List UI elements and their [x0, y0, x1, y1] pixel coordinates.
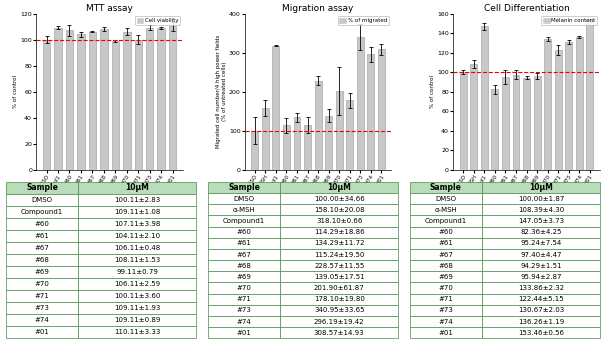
Legend: Cell viability: Cell viability — [135, 16, 180, 25]
Title: MTT assay: MTT assay — [86, 4, 133, 13]
Bar — [134, 39, 142, 170]
Bar — [54, 28, 62, 170]
Y-axis label: Migrated cell number/4 high power fields
(% of untreated cells): Migrated cell number/4 high power fields… — [216, 35, 227, 149]
Bar — [555, 50, 561, 170]
Bar — [378, 49, 385, 170]
Bar — [315, 81, 321, 170]
Bar — [43, 39, 50, 170]
Bar — [587, 20, 593, 170]
Bar — [576, 37, 582, 170]
Bar — [481, 26, 488, 170]
Bar — [77, 34, 84, 170]
Bar — [367, 54, 374, 170]
Y-axis label: % of control: % of control — [430, 75, 435, 108]
Bar — [66, 30, 73, 170]
Bar — [123, 32, 130, 170]
Legend: Melanin content: Melanin content — [541, 16, 597, 25]
Bar — [251, 131, 258, 170]
Title: Cell Differentiation: Cell Differentiation — [484, 4, 569, 13]
Bar — [336, 91, 343, 170]
Bar — [146, 28, 153, 170]
Y-axis label: % of control: % of control — [13, 75, 18, 108]
Bar — [346, 100, 353, 170]
Bar — [325, 116, 332, 170]
Bar — [262, 108, 269, 170]
Title: Migration assay: Migration assay — [282, 4, 354, 13]
Bar — [357, 37, 364, 170]
Bar — [304, 125, 311, 170]
Bar — [169, 27, 176, 170]
Bar — [157, 28, 165, 170]
Bar — [534, 76, 540, 170]
Bar — [100, 29, 107, 170]
Bar — [545, 39, 551, 170]
Bar — [513, 75, 519, 170]
Bar — [491, 89, 498, 170]
Bar — [566, 42, 572, 170]
Bar — [470, 64, 477, 170]
Bar — [273, 46, 279, 170]
Bar — [112, 41, 119, 170]
Bar — [523, 78, 530, 170]
Text: 10μM: 10μM — [517, 251, 536, 257]
Text: 10μM: 10μM — [100, 251, 119, 257]
Legend: % of migrated: % of migrated — [338, 16, 389, 25]
Text: 10μM: 10μM — [308, 251, 328, 257]
Bar — [283, 125, 290, 170]
Bar — [502, 77, 509, 170]
Bar — [460, 72, 467, 170]
Bar — [294, 118, 300, 170]
Bar — [89, 32, 96, 170]
